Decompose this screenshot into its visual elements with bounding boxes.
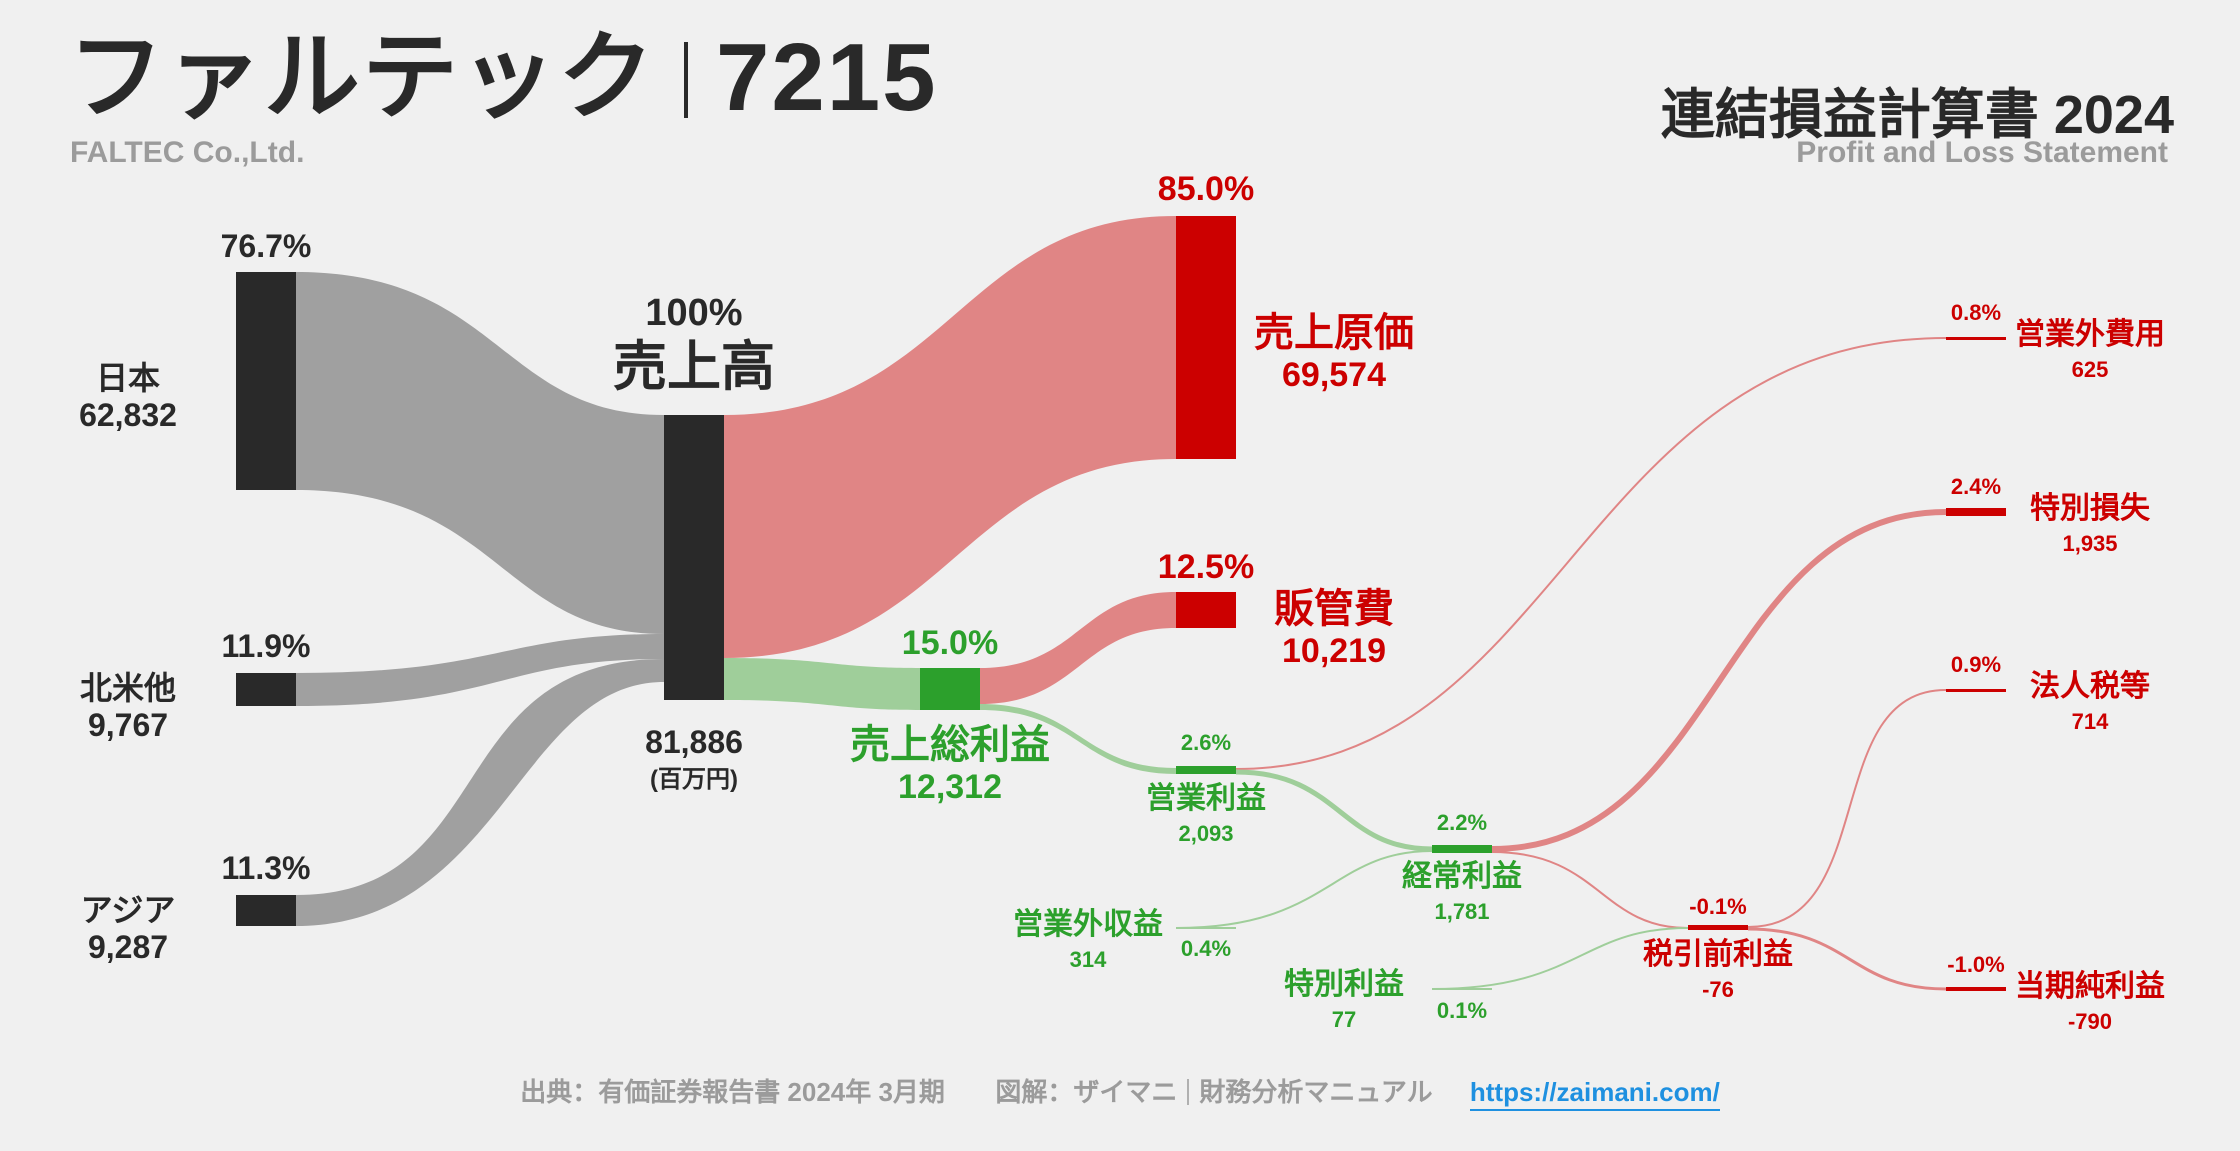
company-name-en: FALTEC Co.,Ltd.	[70, 136, 305, 169]
flow-ext-income-pretax	[1431, 927, 1689, 990]
label-cogs: 売上原価 69,574	[1254, 311, 1414, 394]
footer: 出典：有価証券報告書 2024年 3月期 図解：ザイマニ 財務分析マニュアル ht…	[0, 1072, 2240, 1111]
label-ordinary-profit: 経常利益 1,781	[1402, 860, 1522, 924]
flow-ordinary-pretax	[1491, 851, 1689, 929]
value-revenue: 81,886	[645, 724, 743, 760]
flow-pretax-net	[1747, 927, 1947, 991]
pct-operating-profit: 2.6%	[1180, 730, 1232, 755]
label-ext-income: 特別利益 77	[1284, 968, 1404, 1032]
pct-non-op-expense: 0.8%	[1950, 300, 2002, 325]
credit-text: 図解：ザイマニ	[995, 1077, 1178, 1107]
node-gross-profit	[920, 668, 980, 710]
pct-north-america: 11.9%	[221, 628, 311, 664]
statement-subtitle: Profit and Loss Statement	[1796, 136, 2168, 169]
node-cogs	[1176, 216, 1236, 459]
node-japan	[236, 272, 296, 490]
pct-sga: 12.5%	[1157, 548, 1255, 586]
pct-net-income: -1.0%	[1947, 952, 2005, 977]
node-net-income	[1946, 987, 2006, 991]
flow-pretax-tax	[1747, 689, 1947, 928]
pct-asia: 11.3%	[221, 850, 311, 886]
flow-gross-sga	[980, 592, 1176, 704]
label-net-income: 当期純利益 -790	[2015, 970, 2165, 1034]
flow-ordinary-ext-loss	[1491, 509, 1947, 852]
node-ext-income	[1432, 988, 1492, 990]
label-operating-profit: 営業利益 2,093	[1146, 782, 1266, 846]
pct-ext-income: 0.1%	[1436, 998, 1488, 1023]
label-pretax: 税引前利益 -76	[1643, 938, 1793, 1002]
label-asia: アジア 9,287	[80, 892, 176, 965]
node-asia	[236, 895, 296, 926]
node-revenue	[664, 415, 724, 700]
label-sga: 販管費 10,219	[1274, 587, 1394, 670]
label-non-op-income: 営業外収益 314	[1013, 908, 1163, 972]
site-link[interactable]: https://zaimani.com/	[1469, 1077, 1720, 1111]
source-text: 出典：有価証券報告書 2024年 3月期	[520, 1077, 945, 1107]
node-income-tax	[1946, 689, 2006, 692]
pct-ext-loss: 2.4%	[1950, 474, 2002, 499]
label-non-op-expense: 営業外費用 625	[2015, 318, 2165, 382]
node-non-op-expense	[1946, 337, 2006, 340]
flow-operating-nonop-expense	[1235, 337, 1947, 770]
pct-non-op-income: 0.4%	[1180, 936, 1232, 961]
title-divider	[684, 42, 688, 118]
flow-revenue-cogs	[724, 216, 1176, 658]
flow-revenue-gross	[724, 658, 920, 710]
company-name-jp: ファルテック	[68, 24, 656, 131]
flow-na-revenue	[296, 634, 664, 706]
flow-asia-revenue	[296, 659, 664, 926]
node-ext-loss	[1946, 508, 2006, 516]
company-title: ファルテック 7215	[68, 30, 938, 126]
flow-operating-ordinary	[1235, 769, 1433, 852]
node-operating-profit	[1176, 766, 1236, 774]
pct-japan: 76.7%	[220, 228, 312, 264]
node-ordinary-profit	[1432, 845, 1492, 853]
node-sga	[1176, 592, 1236, 628]
label-revenue: 売上高	[613, 337, 775, 397]
pct-revenue: 100%	[645, 292, 743, 334]
flow-gross-operating	[980, 704, 1176, 774]
label-japan: 日本 62,832	[79, 360, 177, 433]
flow-japan-revenue	[296, 272, 664, 634]
pct-income-tax: 0.9%	[1950, 652, 2002, 677]
ticker-code: 7215	[716, 24, 938, 131]
label-income-tax: 法人税等 714	[2030, 670, 2150, 734]
flow-nonop-income-ordinary	[1175, 850, 1433, 929]
pct-ordinary-profit: 2.2%	[1436, 810, 1488, 835]
node-non-op-income	[1176, 927, 1236, 929]
statement-title: 連結損益計算書 2024	[1660, 85, 2174, 145]
pct-pretax: -0.1%	[1689, 894, 1747, 919]
node-pretax-profit	[1688, 925, 1748, 930]
footer-divider	[1187, 1079, 1190, 1105]
pct-gross-profit: 15.0%	[901, 624, 999, 662]
unit-revenue: (百万円)	[650, 766, 738, 793]
pct-cogs: 85.0%	[1157, 170, 1255, 208]
label-gross-profit: 売上総利益 12,312	[850, 723, 1050, 806]
label-north-america: 北米他 9,767	[79, 670, 177, 743]
node-north-america	[236, 673, 296, 706]
label-ext-loss: 特別損失 1,935	[2030, 492, 2150, 556]
site-name: 財務分析マニュアル	[1199, 1077, 1433, 1107]
